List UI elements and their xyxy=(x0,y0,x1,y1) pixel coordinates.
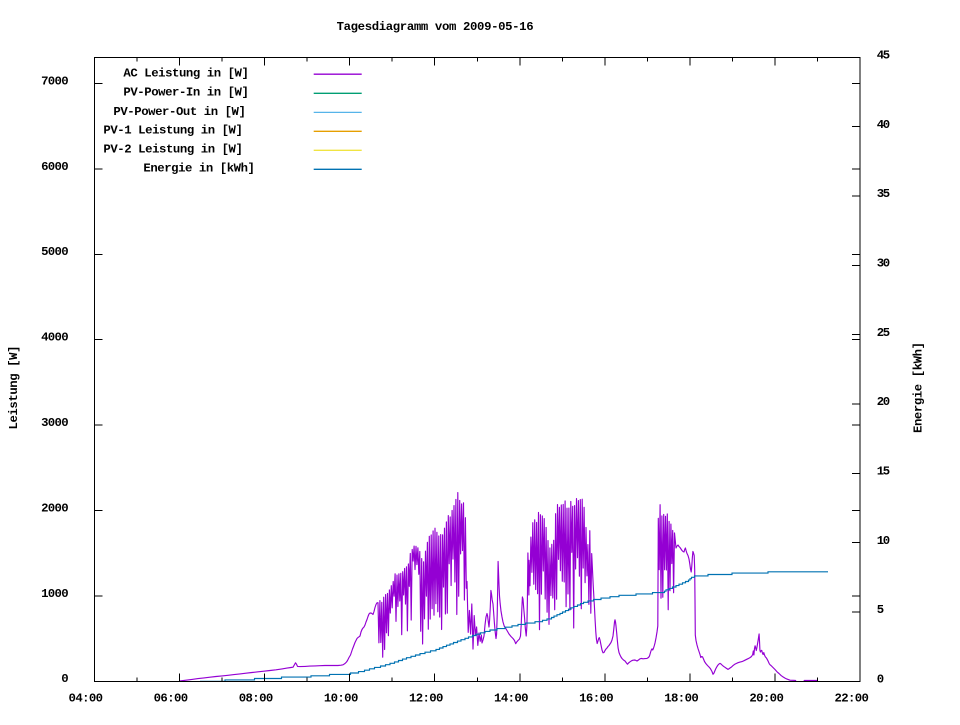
svg-text:6000: 6000 xyxy=(41,160,69,174)
svg-text:5: 5 xyxy=(877,603,884,617)
svg-text:5000: 5000 xyxy=(41,245,69,259)
svg-text:18:00: 18:00 xyxy=(664,692,699,706)
svg-text:22:00: 22:00 xyxy=(834,692,869,706)
svg-text:Energie [kWh]: Energie [kWh] xyxy=(911,342,925,433)
svg-text:35: 35 xyxy=(877,187,891,201)
svg-text:04:00: 04:00 xyxy=(69,692,104,706)
svg-text:PV-1 Leistung in [W]: PV-1 Leistung in [W] xyxy=(103,124,243,138)
svg-text:PV-2 Leistung in [W]: PV-2 Leistung in [W] xyxy=(103,143,243,157)
svg-text:14:00: 14:00 xyxy=(494,692,529,706)
svg-text:7000: 7000 xyxy=(41,74,69,88)
svg-text:Leistung [W]: Leistung [W] xyxy=(7,346,21,430)
svg-text:1000: 1000 xyxy=(41,587,69,601)
svg-text:20:00: 20:00 xyxy=(749,692,784,706)
svg-text:15: 15 xyxy=(877,465,891,479)
svg-text:0: 0 xyxy=(61,672,68,686)
svg-text:45: 45 xyxy=(877,49,891,63)
svg-text:12:00: 12:00 xyxy=(409,692,444,706)
svg-text:30: 30 xyxy=(877,257,891,271)
svg-text:Tagesdiagramm vom 2009-05-16: Tagesdiagramm vom 2009-05-16 xyxy=(337,20,534,34)
svg-text:4000: 4000 xyxy=(41,331,69,345)
svg-text:40: 40 xyxy=(877,118,891,132)
svg-text:0: 0 xyxy=(877,673,884,687)
svg-text:16:00: 16:00 xyxy=(579,692,614,706)
svg-text:AC Leistung in [W]: AC Leistung in [W] xyxy=(123,67,248,81)
svg-text:25: 25 xyxy=(877,326,891,340)
svg-text:20: 20 xyxy=(877,395,891,409)
svg-text:08:00: 08:00 xyxy=(239,692,274,706)
svg-text:10: 10 xyxy=(877,534,891,548)
svg-text:10:00: 10:00 xyxy=(324,692,359,706)
svg-text:PV-Power-In in [W]: PV-Power-In in [W] xyxy=(123,86,248,100)
svg-text:PV-Power-Out in [W]: PV-Power-Out in [W] xyxy=(113,105,246,119)
svg-text:2000: 2000 xyxy=(41,501,69,515)
svg-text:3000: 3000 xyxy=(41,416,69,430)
svg-text:Energie in [kWh]: Energie in [kWh] xyxy=(143,162,255,176)
svg-text:06:00: 06:00 xyxy=(154,692,189,706)
